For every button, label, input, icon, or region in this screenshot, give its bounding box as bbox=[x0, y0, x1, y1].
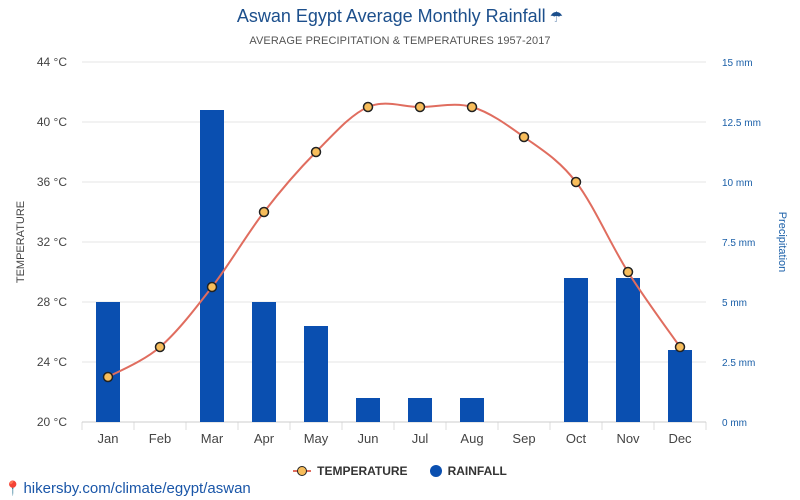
rainfall-bar bbox=[564, 278, 588, 422]
source-link-text: hikersby.com/climate/egypt/aswan bbox=[23, 480, 251, 497]
y-right-tick-label: 7.5 mm bbox=[722, 238, 755, 249]
rainfall-dot-icon bbox=[429, 465, 442, 477]
x-tick-label: Oct bbox=[566, 431, 587, 446]
temperature-point bbox=[206, 281, 218, 293]
y-left-tick-label: 44 °C bbox=[37, 55, 67, 69]
temperature-point bbox=[154, 341, 166, 353]
y-right-tick-label: 0 mm bbox=[722, 418, 747, 429]
x-tick-label: Jun bbox=[358, 431, 379, 446]
temperature-point bbox=[362, 101, 374, 113]
rainfall-bar bbox=[460, 398, 484, 422]
rainfall-bar bbox=[252, 302, 276, 422]
x-tick-label: Jan bbox=[98, 431, 119, 446]
temperature-point bbox=[674, 341, 686, 353]
map-pin-icon: 📍 bbox=[4, 480, 22, 496]
source-link[interactable]: 📍 hikersby.com/climate/egypt/aswan bbox=[4, 480, 251, 497]
x-tick-label: Apr bbox=[254, 431, 275, 446]
y-right-tick-label: 5 mm bbox=[722, 298, 747, 309]
y-left-tick-label: 28 °C bbox=[37, 295, 67, 309]
y-left-tick-label: 24 °C bbox=[37, 355, 67, 369]
temperature-point bbox=[622, 266, 634, 278]
temperature-point bbox=[518, 131, 530, 143]
rainfall-bar bbox=[200, 110, 224, 422]
y-right-tick-label: 2.5 mm bbox=[722, 358, 755, 369]
temperature-line-marker-icon bbox=[293, 465, 312, 477]
y-left-tick-label: 36 °C bbox=[37, 175, 67, 189]
y-right-tick-label: 10 mm bbox=[722, 178, 753, 189]
y-right-tick-label: 12.5 mm bbox=[722, 118, 761, 129]
legend-item-temperature[interactable]: TEMPERATURE bbox=[293, 464, 408, 478]
rainfall-bar bbox=[616, 278, 640, 422]
legend-item-rainfall[interactable]: RAINFALL bbox=[429, 464, 507, 478]
temperature-point bbox=[310, 146, 322, 158]
y-left-tick-label: 32 °C bbox=[37, 235, 67, 249]
legend-label-temperature: TEMPERATURE bbox=[317, 464, 408, 478]
umbrella-icon: ☂ bbox=[549, 9, 564, 26]
rainfall-temperature-chart: 20 °C 0 mm 24 °C 2.5 mm 28 °C 5 mm 32 °C 7.5 mm… bbox=[15, 55, 788, 446]
legend-label-rainfall: RAINFALL bbox=[447, 464, 507, 478]
rainfall-bar bbox=[668, 350, 692, 422]
rainfall-bar bbox=[408, 398, 432, 422]
temperature-point bbox=[414, 101, 426, 113]
chart-subtitle: AVERAGE PRECIPITATION & TEMPERATURES 195… bbox=[249, 35, 551, 47]
x-tick-label: Aug bbox=[460, 431, 483, 446]
x-tick-label: May bbox=[304, 431, 329, 446]
rainfall-bar bbox=[96, 302, 120, 422]
x-tick-label: Feb bbox=[149, 431, 171, 446]
chart-title: Aswan Egypt Average Monthly Rainfall ☂ bbox=[0, 6, 800, 27]
temperature-point bbox=[102, 371, 114, 383]
temperature-point bbox=[570, 176, 582, 188]
y-left-axis-title: TEMPERATURE bbox=[15, 201, 27, 283]
y-right-axis-title: Precipitation bbox=[776, 212, 788, 273]
temperature-point bbox=[466, 101, 478, 113]
x-tick-label: Jul bbox=[412, 431, 429, 446]
rainfall-bar bbox=[356, 398, 380, 422]
y-left-tick-label: 20 °C bbox=[37, 415, 67, 429]
temperature-line bbox=[107, 102, 681, 378]
chart-title-text: Aswan Egypt Average Monthly Rainfall bbox=[236, 6, 546, 26]
x-tick-label: Mar bbox=[201, 431, 224, 446]
temperature-point bbox=[258, 206, 270, 218]
x-tick-label: Dec bbox=[668, 431, 692, 446]
x-tick-label: Sep bbox=[512, 431, 535, 446]
x-tick-label: Nov bbox=[616, 431, 640, 446]
chart-legend: TEMPERATURE RAINFALL bbox=[0, 464, 800, 478]
rainfall-bar bbox=[304, 326, 328, 422]
y-right-tick-label: 15 mm bbox=[722, 58, 753, 69]
y-left-tick-label: 40 °C bbox=[37, 115, 67, 129]
